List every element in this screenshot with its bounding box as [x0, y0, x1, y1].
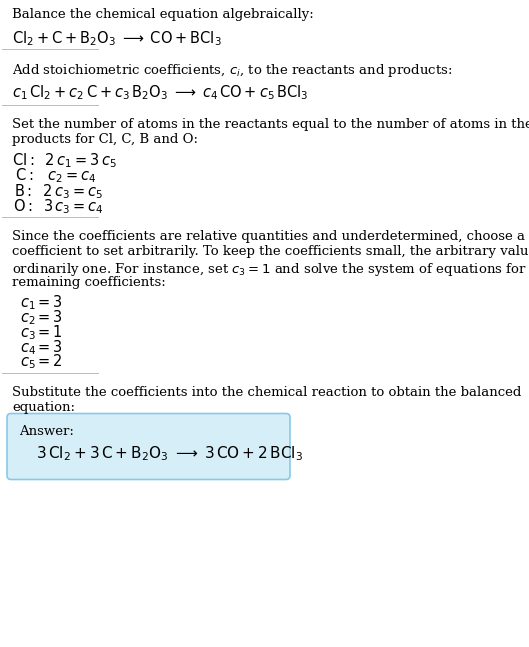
Text: $c_1\,\mathrm{Cl_2} + c_2\,\mathrm{C} + c_3\,\mathrm{B_2O_3} \;\longrightarrow\;: $c_1\,\mathrm{Cl_2} + c_2\,\mathrm{C} + …	[12, 83, 308, 102]
FancyBboxPatch shape	[7, 413, 290, 479]
Text: ordinarily one. For instance, set $c_3 = 1$ and solve the system of equations fo: ordinarily one. For instance, set $c_3 =…	[12, 261, 529, 278]
Text: remaining coefficients:: remaining coefficients:	[12, 276, 166, 289]
Text: $\mathrm{Cl_2 + C + B_2O_3 \;\longrightarrow\; CO + BCl_3}$: $\mathrm{Cl_2 + C + B_2O_3 \;\longrighta…	[12, 29, 222, 48]
Text: $c_2 = 3$: $c_2 = 3$	[20, 309, 63, 327]
Text: Set the number of atoms in the reactants equal to the number of atoms in the: Set the number of atoms in the reactants…	[12, 118, 529, 131]
Text: $3\,\mathrm{Cl_2} + 3\,\mathrm{C} + \mathrm{B_2O_3} \;\longrightarrow\; 3\,\math: $3\,\mathrm{Cl_2} + 3\,\mathrm{C} + \mat…	[36, 444, 303, 463]
Text: $c_1 = 3$: $c_1 = 3$	[20, 294, 63, 313]
Text: $\mathrm{B:}\;\;2\,c_3 = c_5$: $\mathrm{B:}\;\;2\,c_3 = c_5$	[14, 182, 103, 201]
Text: coefficient to set arbitrarily. To keep the coefficients small, the arbitrary va: coefficient to set arbitrarily. To keep …	[12, 245, 529, 258]
Text: Add stoichiometric coefficients, $c_i$, to the reactants and products:: Add stoichiometric coefficients, $c_i$, …	[12, 62, 452, 79]
Text: Answer:: Answer:	[19, 424, 74, 437]
Text: $\mathrm{O:}\;\;3\,c_3 = c_4$: $\mathrm{O:}\;\;3\,c_3 = c_4$	[13, 197, 104, 216]
Text: $\mathrm{Cl:}\;\;2\,c_1 = 3\,c_5$: $\mathrm{Cl:}\;\;2\,c_1 = 3\,c_5$	[12, 151, 117, 170]
Text: products for Cl, C, B and O:: products for Cl, C, B and O:	[12, 133, 198, 146]
Text: Substitute the coefficients into the chemical reaction to obtain the balanced: Substitute the coefficients into the che…	[12, 386, 522, 399]
Text: $\mathrm{C:}\;\;\;c_2 = c_4$: $\mathrm{C:}\;\;\;c_2 = c_4$	[15, 166, 97, 185]
Text: Since the coefficients are relative quantities and underdetermined, choose a: Since the coefficients are relative quan…	[12, 230, 525, 243]
Text: equation:: equation:	[12, 401, 75, 414]
Text: $c_3 = 1$: $c_3 = 1$	[20, 323, 63, 342]
Text: Balance the chemical equation algebraically:: Balance the chemical equation algebraica…	[12, 8, 314, 21]
Text: $c_4 = 3$: $c_4 = 3$	[20, 338, 63, 356]
Text: $c_5 = 2$: $c_5 = 2$	[20, 353, 63, 371]
